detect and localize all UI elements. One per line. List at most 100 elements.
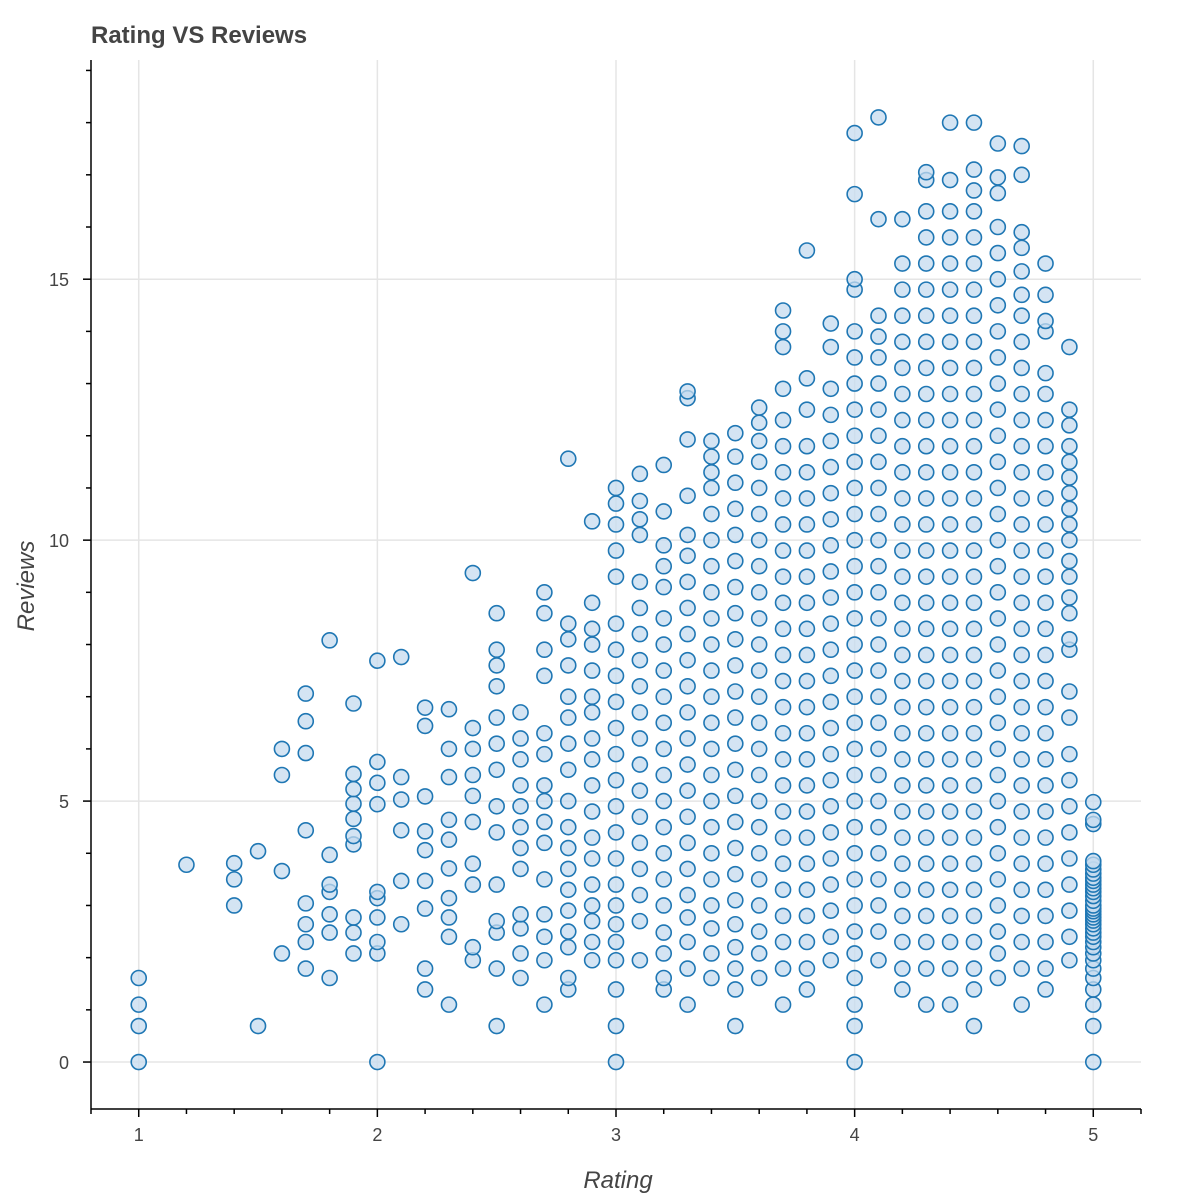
scatter-point [607, 1017, 625, 1035]
scatter-point [1013, 286, 1030, 304]
scatter-point [703, 557, 720, 575]
scatter-point [750, 945, 768, 962]
scatter-point [965, 907, 983, 925]
scatter-point [1061, 589, 1078, 606]
scatter-point [822, 719, 840, 737]
scatter-point [727, 891, 744, 909]
scatter-point [774, 542, 792, 559]
scatter-point [1061, 928, 1078, 946]
scatter-point [679, 909, 696, 926]
scatter-point [798, 751, 816, 768]
scatter-point [941, 933, 959, 951]
scatter-point [822, 537, 840, 554]
scatter-point [822, 338, 840, 356]
scatter-point [798, 370, 816, 387]
scatter-point [846, 584, 863, 601]
scatter-point [464, 766, 482, 784]
scatter-point [965, 568, 983, 585]
points-layer [130, 109, 1102, 1071]
scatter-point [1013, 777, 1030, 794]
scatter-point [894, 385, 911, 403]
scatter-point [297, 685, 315, 702]
scatter-point [774, 777, 792, 794]
scatter-point [750, 531, 768, 549]
scatter-point [774, 323, 792, 340]
scatter-point [703, 897, 720, 914]
scatter-point [130, 1053, 148, 1071]
scatter-point [917, 620, 935, 638]
scatter-point [774, 380, 792, 398]
scatter-point [1037, 981, 1054, 998]
scatter-point [631, 782, 649, 799]
scatter-point [655, 537, 673, 554]
scatter-point [583, 662, 601, 679]
scatter-point [894, 333, 911, 351]
scatter-point [703, 818, 720, 836]
scatter-point [703, 636, 720, 653]
scatter-point [631, 573, 649, 591]
scatter-point [1013, 907, 1030, 925]
scatter-point [559, 735, 577, 752]
scatter-point [679, 860, 696, 878]
scatter-point [655, 969, 673, 987]
scatter-point [583, 897, 601, 914]
scatter-point [440, 889, 458, 907]
scatter-point [583, 933, 601, 951]
scatter-point [655, 818, 673, 836]
scatter-point [1061, 951, 1078, 969]
scatter-point [965, 516, 983, 533]
scatter-point [941, 490, 959, 507]
scatter-point [536, 813, 553, 831]
scatter-point [822, 315, 840, 332]
scatter-point [822, 615, 840, 632]
scatter-point [965, 281, 983, 298]
scatter-point [1013, 385, 1030, 403]
scatter-point [631, 834, 649, 852]
scatter-point [894, 594, 911, 612]
scatter-point [774, 302, 792, 319]
scatter-point [727, 500, 744, 518]
scatter-point [894, 542, 911, 559]
scatter-point [894, 646, 911, 664]
scatter-point [941, 171, 959, 189]
scatter-point [1084, 793, 1102, 811]
scatter-point [750, 871, 768, 888]
scatter-point [750, 688, 768, 706]
scatter-point [488, 657, 505, 674]
scatter-point [989, 323, 1007, 340]
scatter-point [655, 844, 673, 862]
scatter-point [727, 981, 744, 998]
scatter-point [870, 401, 887, 418]
scatter-point [727, 630, 744, 648]
scatter-point [989, 531, 1007, 549]
scatter-point [1037, 463, 1054, 481]
scatter-point [846, 531, 863, 549]
scatter-point [846, 688, 863, 706]
scatter-point [750, 740, 768, 758]
scatter-point [416, 699, 434, 716]
scatter-point [750, 584, 768, 601]
scatter-point [894, 751, 911, 768]
scatter-point [297, 895, 315, 912]
scatter-point [1061, 902, 1078, 919]
scatter-point [679, 487, 696, 505]
scatter-point [822, 745, 840, 763]
scatter-point [559, 902, 577, 919]
scatter-point [870, 792, 887, 810]
scatter-point [464, 740, 482, 758]
scatter-point [536, 777, 553, 794]
scatter-point [989, 135, 1007, 152]
scatter-point [512, 704, 529, 721]
scatter-point [1037, 255, 1054, 272]
scatter-point [822, 563, 840, 580]
scatter-point [1084, 996, 1102, 1013]
scatter-point [846, 610, 863, 627]
scatter-point [798, 401, 816, 418]
scatter-point [583, 876, 601, 893]
scatter-point [727, 938, 744, 956]
x-tick-label: 2 [372, 1125, 382, 1145]
x-tick-label: 3 [611, 1125, 621, 1145]
y-axis-label: Reviews [13, 541, 40, 632]
scatter-point [750, 432, 768, 450]
scatter-point [822, 798, 840, 815]
